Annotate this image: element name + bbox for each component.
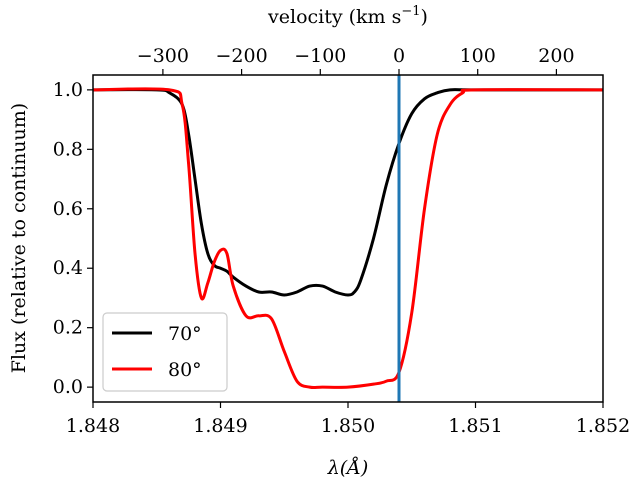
top-tick-label: 100	[460, 45, 496, 67]
series-line-80	[93, 87, 603, 390]
top-axis-label-exponent: −1	[401, 4, 420, 19]
top-tick-label: −100	[294, 45, 346, 67]
y-tick-label: 0.6	[53, 198, 83, 220]
series-group	[93, 87, 603, 390]
x-tick-label: 1.852	[576, 415, 630, 437]
y-tick-label: 0.4	[53, 257, 83, 279]
top-tick-label: −200	[215, 45, 267, 67]
top-axis-ticks: −300 −200 −100 0 100 200	[137, 45, 575, 75]
x-tick-label: 1.850	[321, 415, 375, 437]
x-tick-label: 1.851	[448, 415, 502, 437]
x-tick-label: 1.849	[193, 415, 247, 437]
legend: 70° 80°	[102, 312, 228, 392]
top-axis-label-close: )	[421, 6, 428, 28]
top-tick-label: 0	[393, 45, 405, 67]
x-axis-ticks: 1.848 1.849 1.850 1.851 1.852	[66, 402, 630, 437]
top-tick-label: 200	[538, 45, 574, 67]
y-tick-label: 1.0	[53, 79, 83, 101]
y-axis-ticks: 0.0 0.2 0.4 0.6 0.8 1.0	[53, 79, 93, 398]
legend-box	[102, 312, 228, 392]
x-tick-label: 1.848	[66, 415, 120, 437]
legend-label-80: 80°	[168, 359, 202, 381]
top-axis-label-main: velocity (km s	[267, 6, 401, 28]
x-axis-label: λ(Å)	[327, 457, 369, 479]
y-tick-label: 0.2	[53, 317, 83, 339]
y-axis-label: Flux (relative to continuum)	[8, 103, 30, 373]
top-axis-label: velocity (km s−1)	[267, 4, 428, 28]
y-tick-label: 0.0	[53, 376, 83, 398]
legend-label-70: 70°	[168, 323, 202, 345]
series-line-70	[93, 88, 603, 297]
top-tick-label: −300	[137, 45, 189, 67]
y-tick-label: 0.8	[53, 138, 83, 160]
plot-frame	[92, 74, 604, 403]
